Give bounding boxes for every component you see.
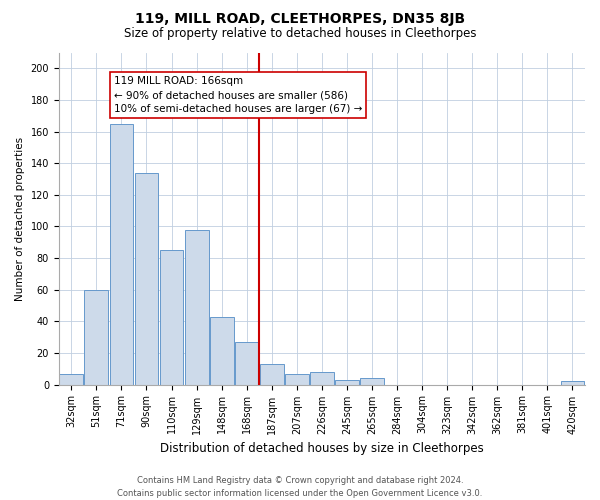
Bar [360, 378, 384, 384]
Bar [335, 380, 359, 384]
Bar [260, 364, 284, 384]
Bar [134, 172, 158, 384]
Bar [210, 316, 233, 384]
Bar [235, 342, 259, 384]
Text: 119, MILL ROAD, CLEETHORPES, DN35 8JB: 119, MILL ROAD, CLEETHORPES, DN35 8JB [135, 12, 465, 26]
Text: Size of property relative to detached houses in Cleethorpes: Size of property relative to detached ho… [124, 28, 476, 40]
Bar [110, 124, 133, 384]
Text: Contains HM Land Registry data © Crown copyright and database right 2024.
Contai: Contains HM Land Registry data © Crown c… [118, 476, 482, 498]
X-axis label: Distribution of detached houses by size in Cleethorpes: Distribution of detached houses by size … [160, 442, 484, 455]
Bar [185, 230, 209, 384]
Bar [310, 372, 334, 384]
Bar [560, 382, 584, 384]
Bar [285, 374, 309, 384]
Y-axis label: Number of detached properties: Number of detached properties [15, 136, 25, 300]
Bar [59, 374, 83, 384]
Text: 119 MILL ROAD: 166sqm
← 90% of detached houses are smaller (586)
10% of semi-det: 119 MILL ROAD: 166sqm ← 90% of detached … [114, 76, 362, 114]
Bar [85, 290, 108, 384]
Bar [160, 250, 184, 384]
